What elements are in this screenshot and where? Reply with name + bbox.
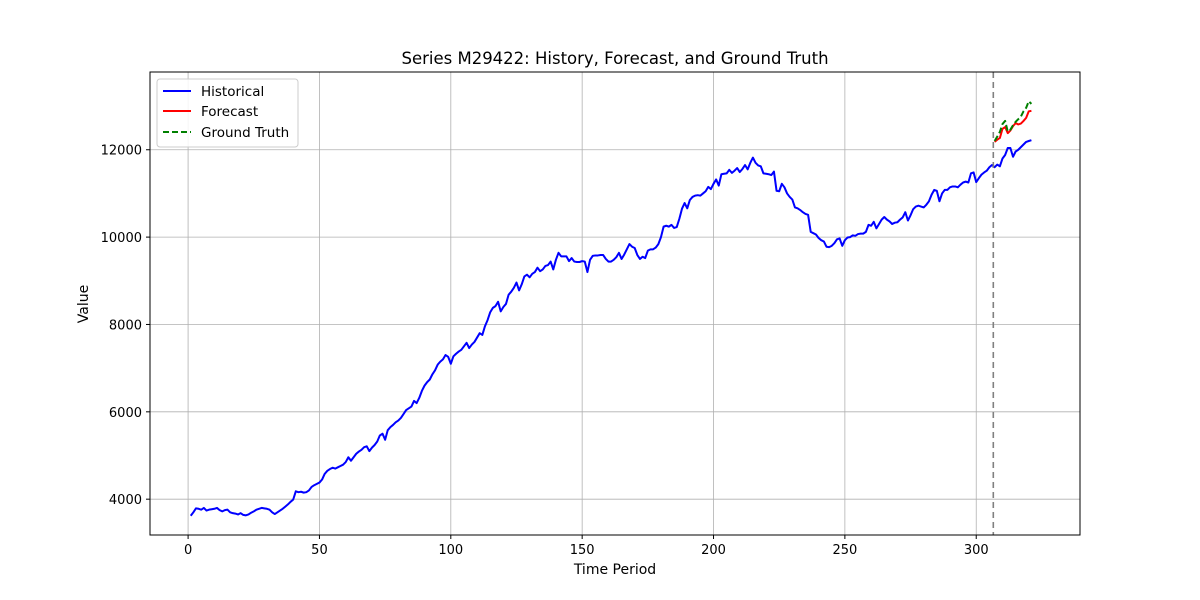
legend-ground-truth-label: Ground Truth — [201, 125, 289, 141]
x-tick-label: 150 — [570, 543, 595, 558]
y-tick-label: 6000 — [109, 406, 142, 421]
y-tick-label: 12000 — [101, 144, 142, 159]
y-tick-label: 8000 — [109, 318, 142, 333]
x-tick-label: 100 — [438, 543, 463, 558]
y-axis-label: Value — [76, 285, 92, 323]
x-tick-label: 0 — [184, 543, 192, 558]
axis-ticks: 0 50 100 150 200 250 300 4000 6000 8000 10000 12000 — [101, 144, 989, 558]
legend-forecast-label: Forecast — [201, 104, 258, 120]
x-tick-label: 300 — [964, 543, 989, 558]
x-tick-label: 200 — [701, 543, 726, 558]
legend-box — [156, 78, 299, 148]
legend: Historical Forecast Ground Truth — [156, 78, 299, 148]
grid-lines — [150, 72, 1080, 535]
legend-historical-label: Historical — [201, 84, 264, 100]
x-axis-label: Time Period — [573, 562, 656, 578]
plot-frame — [149, 71, 1081, 536]
series-line-ground-truth — [993, 100, 1033, 142]
chart-title: Series M29422: History, Forecast, and Gr… — [401, 49, 828, 68]
y-tick-label: 4000 — [109, 493, 142, 508]
series-layer — [189, 100, 1033, 517]
x-tick-label: 50 — [311, 543, 328, 558]
y-tick-label: 10000 — [101, 231, 142, 246]
x-tick-label: 250 — [832, 543, 857, 558]
series-line-historical — [189, 139, 1032, 517]
